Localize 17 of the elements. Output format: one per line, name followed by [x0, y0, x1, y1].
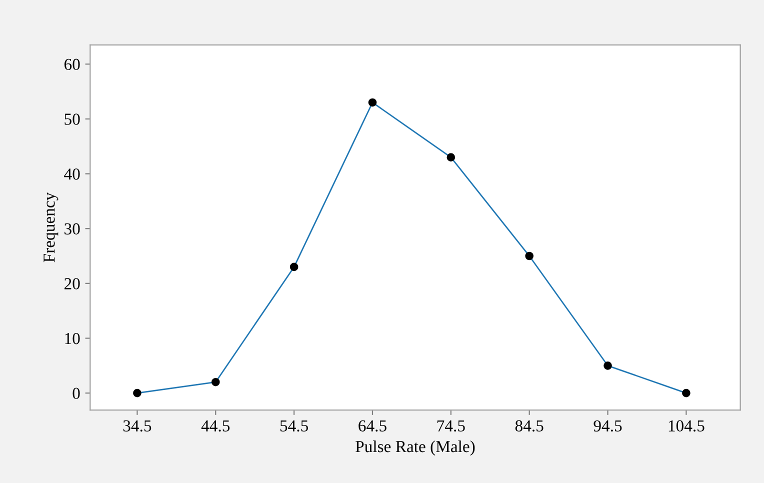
y-tick-label: 0: [72, 388, 80, 400]
y-tick-label: 50: [64, 114, 80, 125]
y-tick-label: 10: [65, 332, 80, 344]
x-tick-label: 44.5: [201, 420, 230, 432]
x-tick-label: 64.5: [358, 420, 386, 432]
x-tick-label: 74.5: [437, 420, 465, 432]
x-tick-label: 104.5: [668, 420, 704, 432]
y-tick-label: 20: [64, 278, 80, 290]
x-tick-label: 34.5: [123, 420, 152, 432]
y-axis-title: Frequency: [44, 192, 58, 262]
y-tick-label: 40: [64, 168, 80, 180]
x-axis-title: Pulse Rate (Male): [356, 440, 475, 456]
x-tick-label: 54.5: [280, 420, 308, 432]
x-tick-label: 94.5: [594, 420, 622, 432]
y-tick-label: 30: [64, 223, 80, 235]
y-tick-label: 60: [64, 58, 80, 70]
x-tick-label: 84.5: [515, 420, 544, 432]
